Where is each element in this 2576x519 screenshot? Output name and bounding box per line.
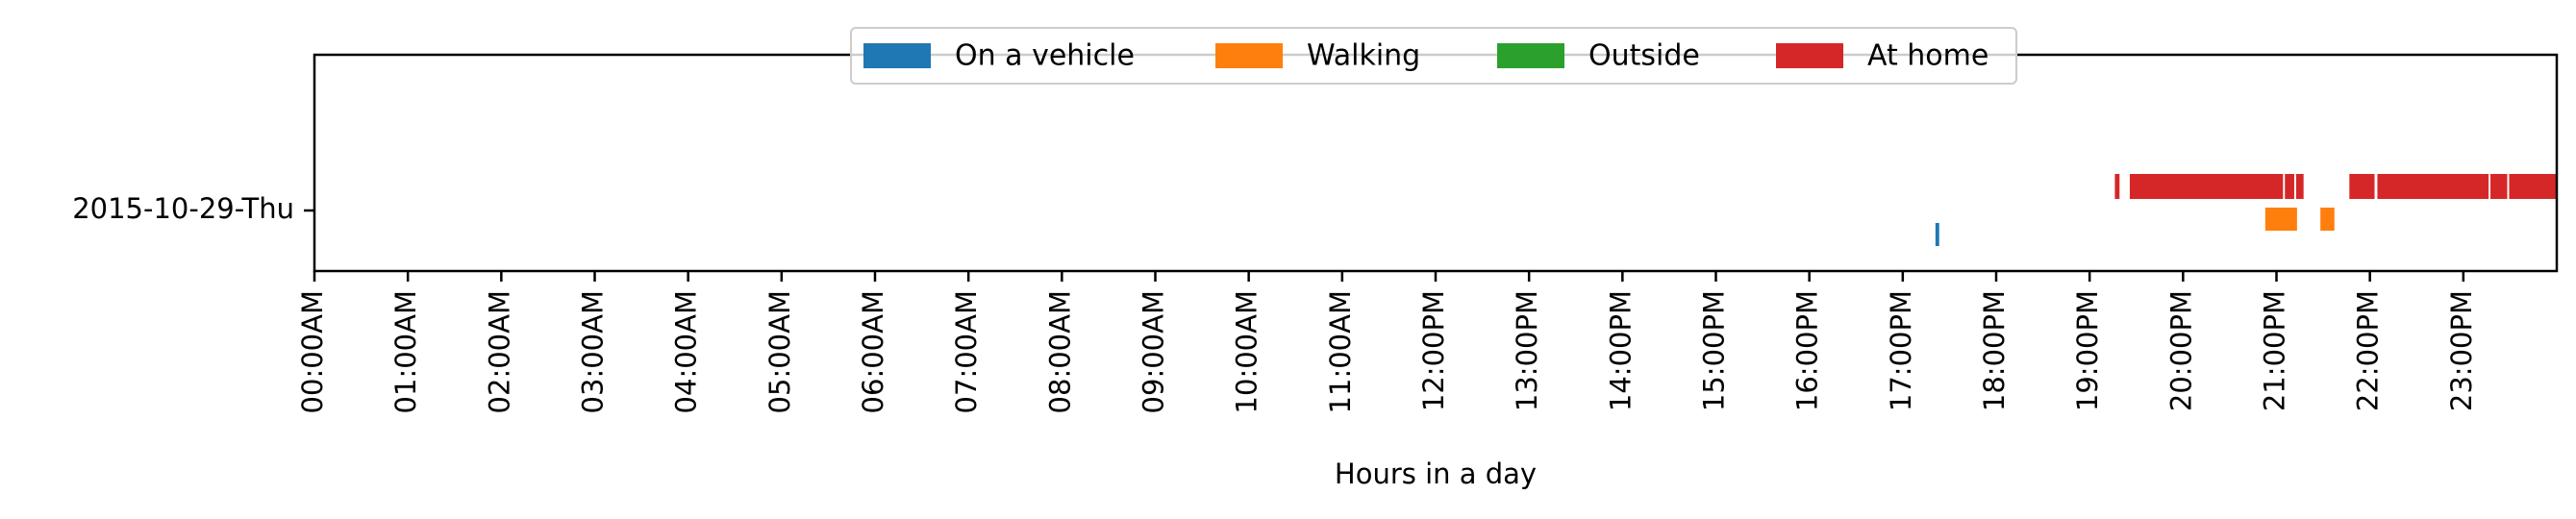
x-tick-label: 02:00AM: [483, 290, 515, 413]
x-tick-label: 15:00PM: [1698, 290, 1731, 411]
segment-at-home: [2129, 174, 2284, 199]
x-tick-label: 10:00AM: [1231, 290, 1263, 413]
x-tick-label: 22:00PM: [2352, 290, 2385, 411]
segment-walking: [2264, 208, 2297, 231]
x-tick-label: 18:00PM: [1978, 290, 2011, 411]
x-tick-label: 03:00AM: [577, 290, 610, 413]
x-tick-label: 05:00AM: [763, 290, 796, 413]
legend-swatch: [1497, 43, 1564, 68]
legend-label: At home: [1867, 39, 1988, 73]
legend-swatch: [1776, 43, 1843, 68]
y-axis: 2015-10-29-Thu: [72, 192, 314, 225]
x-tick-label: 21:00PM: [2259, 290, 2291, 411]
x-tick-label: 19:00PM: [2071, 290, 2104, 411]
segment-walking: [2320, 208, 2335, 231]
legend-swatch: [1215, 43, 1283, 68]
x-tick-label: 16:00PM: [1791, 290, 1824, 411]
legend-swatch: [863, 43, 931, 68]
x-tick-label: 12:00PM: [1417, 290, 1450, 411]
x-tick-label: 07:00AM: [950, 290, 983, 413]
x-tick-label: 01:00AM: [389, 290, 422, 413]
segment-at-home: [2349, 174, 2375, 199]
x-tick-label: 11:00AM: [1324, 290, 1357, 413]
x-tick-label: 23:00PM: [2445, 290, 2478, 411]
segment-on-a-vehicle: [1935, 223, 1939, 246]
segment-at-home: [2285, 174, 2294, 199]
x-axis-label: Hours in a day: [1335, 457, 1537, 490]
segment-at-home: [2490, 174, 2508, 199]
segment-at-home: [2295, 174, 2304, 199]
segment-at-home: [2114, 174, 2120, 199]
legend-label: On a vehicle: [955, 39, 1135, 73]
legend-box: [850, 27, 2017, 85]
x-tick-label: 08:00AM: [1043, 290, 1076, 413]
x-tick-label: 14:00PM: [1604, 290, 1637, 411]
x-tick-label: 04:00AM: [670, 290, 703, 413]
x-axis: 00:00AM 01:00AM 02:00AM 03:00AM 04:00AM 05:00…: [296, 271, 2478, 413]
x-tick-label: 06:00AM: [857, 290, 889, 413]
plot-frame: [313, 53, 2559, 273]
legend-label: Outside: [1588, 39, 1700, 73]
segment-at-home: [2509, 174, 2557, 199]
segment-at-home: [2377, 174, 2489, 199]
y-tick-label: 2015-10-29-Thu: [72, 192, 294, 225]
legend: On a vehicle Walking Outside At home: [850, 27, 2017, 85]
x-tick-label: 09:00AM: [1138, 290, 1170, 413]
x-tick-label: 20:00PM: [2164, 290, 2197, 411]
plot-area: [1935, 174, 2557, 246]
x-tick-label: 13:00PM: [1511, 290, 1543, 411]
x-tick-label: 17:00PM: [1885, 290, 1917, 411]
legend-label: Walking: [1307, 39, 1420, 73]
x-tick-label: 00:00AM: [296, 290, 329, 413]
